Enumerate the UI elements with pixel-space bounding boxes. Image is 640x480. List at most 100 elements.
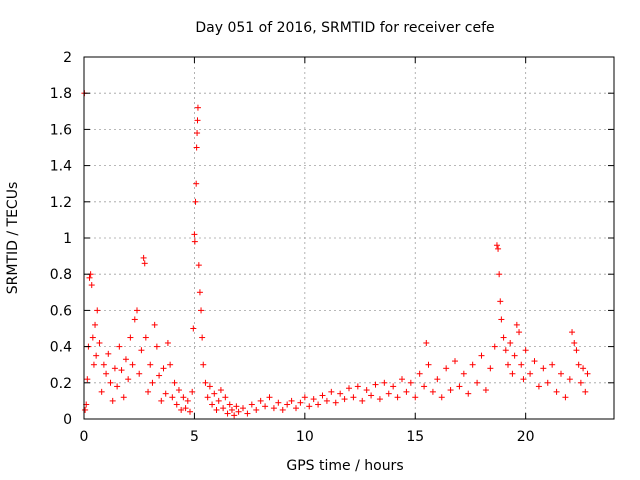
data-point [200, 361, 207, 368]
data-point [482, 387, 489, 394]
data-point [337, 390, 344, 397]
data-point [496, 271, 503, 278]
data-point [98, 388, 105, 395]
data-point [575, 361, 582, 368]
y-tick-label: 0.8 [50, 267, 72, 283]
data-point [487, 365, 494, 372]
y-tick-label: 1 [63, 231, 72, 247]
data-point [180, 394, 187, 401]
data-point [114, 383, 121, 390]
data-point [301, 394, 308, 401]
data-point [198, 307, 205, 314]
data-point [346, 385, 352, 392]
data-point [577, 379, 584, 386]
data-point [502, 347, 509, 354]
data-point [266, 394, 273, 401]
data-point [147, 361, 154, 368]
data-point [549, 361, 556, 368]
data-point [553, 388, 560, 395]
data-point [140, 254, 147, 261]
data-point [535, 383, 542, 390]
data-point [103, 370, 110, 377]
y-tick-label: 0.6 [50, 303, 72, 319]
data-point [562, 394, 569, 401]
data-point [164, 339, 171, 346]
data-point [162, 390, 169, 397]
data-point [423, 339, 430, 346]
data-point [136, 370, 143, 377]
data-point [96, 339, 103, 346]
data-point [149, 379, 156, 386]
data-point [105, 350, 112, 357]
data-point [231, 412, 238, 419]
data-point [90, 361, 97, 368]
data-point [495, 245, 502, 252]
data-point [189, 388, 196, 395]
tick-labels: 00.20.40.60.811.21.41.61.820 5 10 15 20 [50, 50, 535, 445]
data-point [145, 388, 152, 395]
data-point [297, 399, 304, 406]
data-point [569, 329, 576, 336]
data-point [151, 321, 158, 328]
data-point [215, 397, 222, 404]
data-point [158, 397, 165, 404]
data-point [92, 321, 99, 328]
data-point [571, 339, 578, 346]
data-point [194, 117, 201, 124]
data-point [478, 352, 485, 359]
data-point [359, 397, 366, 404]
y-tick-label: 0.2 [50, 376, 72, 392]
data-point [434, 376, 441, 383]
data-point [82, 406, 89, 413]
chart-title: Day 051 of 2016, SRMTID for receiver cef… [195, 20, 494, 36]
data-point [332, 399, 339, 406]
data-point [390, 383, 397, 390]
data-point [452, 358, 458, 365]
data-point [202, 379, 209, 386]
data-point [125, 376, 132, 383]
data-point [293, 405, 299, 412]
data-point [211, 390, 218, 397]
y-tick-label: 2 [63, 50, 72, 66]
data-point [522, 347, 529, 354]
data-point [253, 406, 260, 413]
data-point [509, 370, 516, 377]
data-point [175, 387, 182, 394]
data-point [228, 406, 235, 413]
y-tick-label: 1.4 [50, 159, 72, 175]
data-point [306, 403, 313, 410]
data-point [129, 361, 136, 368]
data-point [328, 388, 335, 395]
data-point [527, 370, 534, 377]
data-point [193, 144, 200, 151]
y-tick-label: 0.4 [50, 340, 72, 356]
data-point [194, 130, 201, 137]
data-point [142, 334, 149, 341]
x-tick-label: 5 [190, 429, 199, 445]
data-point [195, 262, 202, 269]
data-point [213, 406, 220, 413]
data-point [372, 381, 379, 388]
data-point [89, 334, 96, 341]
data-point [118, 367, 125, 374]
data-point [582, 388, 589, 395]
data-point [498, 316, 505, 323]
data-point [127, 334, 134, 341]
data-points [81, 90, 591, 419]
data-point [193, 180, 200, 187]
y-tick-label: 1.8 [50, 86, 72, 102]
data-point [116, 343, 123, 350]
x-tick-label: 0 [80, 429, 89, 445]
data-point [169, 394, 176, 401]
data-point [199, 334, 206, 341]
data-point [270, 405, 277, 412]
data-point [429, 388, 436, 395]
data-point [120, 394, 127, 401]
y-tick-label: 1.2 [50, 195, 72, 211]
data-point [233, 403, 240, 410]
data-point [385, 390, 392, 397]
data-point [248, 401, 255, 408]
data-point [109, 397, 116, 404]
data-point [407, 379, 414, 386]
data-point [513, 321, 520, 328]
